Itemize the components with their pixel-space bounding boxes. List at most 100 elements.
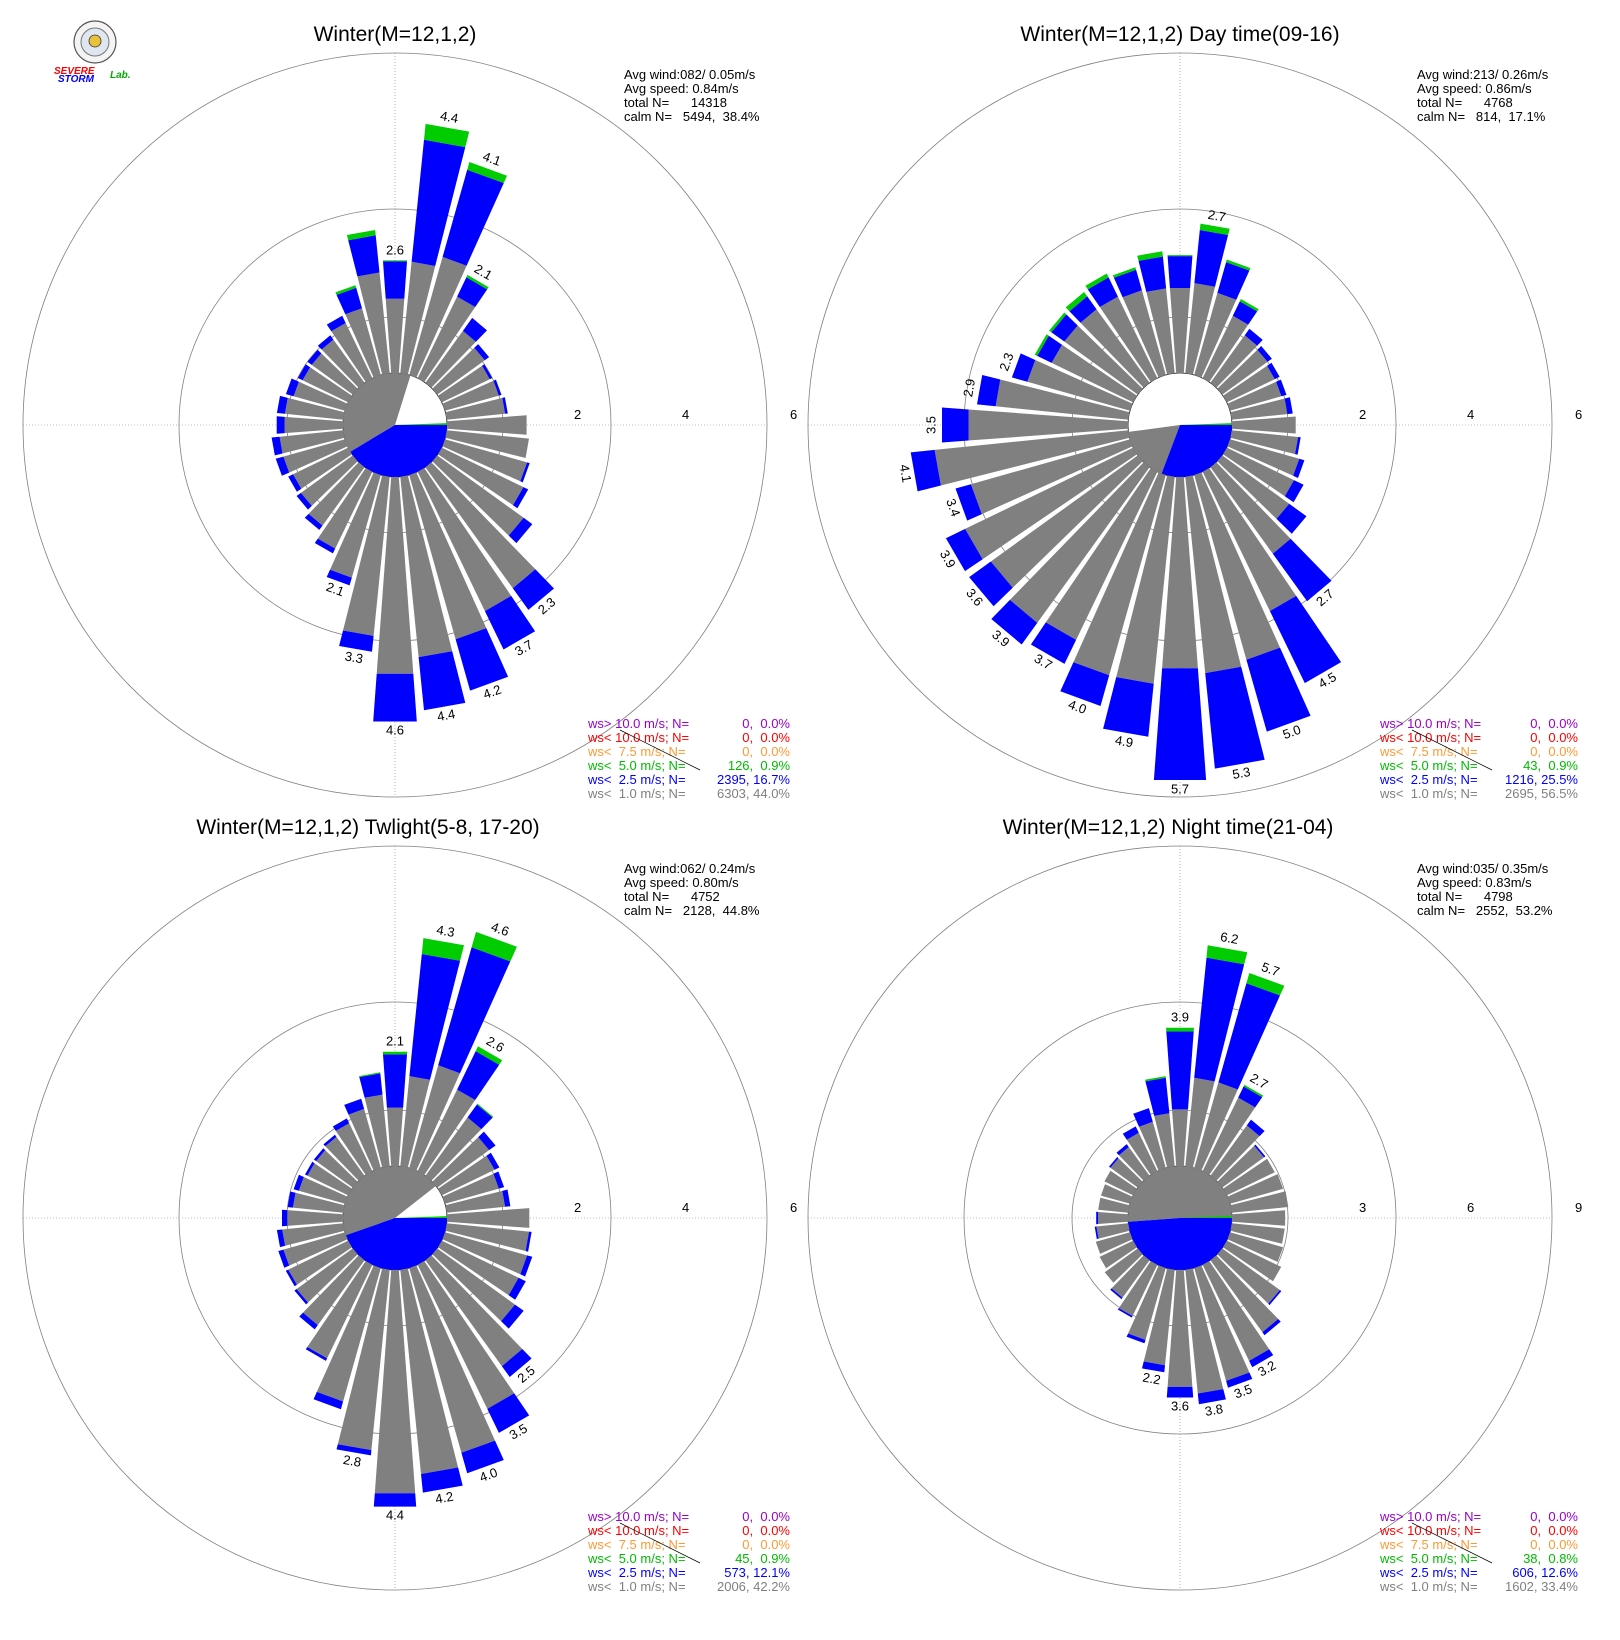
bar-250-blue xyxy=(955,484,982,521)
bar-280-gray xyxy=(292,1192,345,1213)
bar-320-gray xyxy=(325,1136,365,1181)
bar-290-gray xyxy=(298,1177,348,1204)
panel-title: Winter(M=12,1,2) Twlight(5-8, 17-20) xyxy=(196,816,539,839)
bar-220-blue xyxy=(299,1312,318,1330)
panel-winter-all: Winter(M=12,1,2) 2 4 6 2.64.44.12.12.33.… xyxy=(22,23,797,801)
legend-label-lt7-5: ws< 7.5 m/s; N= xyxy=(587,744,686,759)
bar-80-gray xyxy=(445,1190,506,1213)
bar-170-blue xyxy=(1197,1389,1226,1405)
logo-text-a: SEVERE xyxy=(54,66,95,77)
bar-340-blue xyxy=(1133,1108,1153,1127)
bar-110-gray xyxy=(1227,439,1300,476)
bar-label: 3.5 xyxy=(1232,1381,1254,1401)
bar-160-gray xyxy=(1194,1265,1250,1381)
stat-total: total N= 4752 xyxy=(624,889,720,904)
bar-130-blue xyxy=(508,517,533,544)
ring-label-1: 2 xyxy=(574,1200,581,1215)
bar-140-gray xyxy=(1210,1255,1279,1333)
legend-label-lt7-5: ws< 7.5 m/s; N= xyxy=(1379,744,1478,759)
bar-250-blue xyxy=(275,456,290,476)
bar-label: 2.6 xyxy=(386,242,404,257)
ring-label-1: 2 xyxy=(574,407,581,422)
bar-230-blue xyxy=(296,492,312,510)
bar-70-blue xyxy=(1276,379,1287,397)
bar-310-blue xyxy=(313,1148,326,1162)
bar-30-gray xyxy=(417,1089,476,1175)
bar-330-gray xyxy=(331,323,373,382)
bar-120-blue xyxy=(1284,480,1304,503)
legend-value-lt2-5: 2395, 16.7% xyxy=(717,772,790,787)
bar-160-blue xyxy=(1226,1372,1253,1388)
speed-legend: ws> 10.0 m/s; N= 0, 0.0% ws< 10.0 m/s; N… xyxy=(1379,716,1578,801)
bar-150-blue xyxy=(1269,595,1342,684)
bar-280-blue xyxy=(287,1191,296,1208)
bar-180-blue xyxy=(373,673,417,722)
bar-20-gray xyxy=(409,256,467,378)
legend-value-gt10: 0, 0.0% xyxy=(742,716,790,731)
bar-330-blue xyxy=(332,1118,350,1131)
bar-280-blue xyxy=(977,375,1001,407)
bar-50-gray xyxy=(1217,349,1268,395)
bar-40-blue xyxy=(462,317,487,342)
bar-label: 4.2 xyxy=(481,682,503,702)
bar-260-gray xyxy=(934,430,1130,486)
bar-190-gray xyxy=(1143,1268,1175,1366)
bar-180-gray xyxy=(376,476,414,674)
bar-340-gray xyxy=(1122,290,1166,378)
legend-slash xyxy=(619,1522,701,1564)
ring-label-3: 6 xyxy=(790,1200,797,1215)
bar-170-gray xyxy=(1185,475,1242,674)
logo-text-c: Lab. xyxy=(110,70,131,81)
bar-20-blue xyxy=(1218,983,1280,1090)
legend-label-lt7-5: ws< 7.5 m/s; N= xyxy=(587,1537,686,1552)
bar-90-gray xyxy=(446,415,527,435)
bar-150-blue xyxy=(487,1393,530,1433)
legend-label-gt10: ws> 10.0 m/s; N= xyxy=(1379,716,1481,731)
calm-blue-sector xyxy=(1128,1218,1232,1270)
bar-100-gray xyxy=(1230,430,1299,455)
stat-total: total N= 4798 xyxy=(1417,889,1513,904)
legend-value-lt1: 2695, 56.5% xyxy=(1505,786,1578,801)
legend-label-lt1: ws< 1.0 m/s; N= xyxy=(587,1579,686,1594)
bar-320-blue xyxy=(1069,296,1097,323)
bar-20-gray xyxy=(1194,1082,1238,1171)
legend-value-lt1: 1602, 33.4% xyxy=(1505,1579,1578,1594)
bar-300-gray xyxy=(307,1163,352,1196)
panel-title: Winter(M=12,1,2) Day time(09-16) xyxy=(1020,23,1339,46)
legend-label-lt10: ws< 10.0 m/s; N= xyxy=(587,730,689,745)
bar-20-gray xyxy=(1194,292,1237,378)
bar-190-gray xyxy=(1116,475,1175,684)
legend-label-lt10: ws< 10.0 m/s; N= xyxy=(587,1523,689,1538)
bar-340-blue xyxy=(336,287,362,315)
bar-300-gray xyxy=(1051,344,1137,403)
bar-90-gray xyxy=(1231,1210,1286,1226)
bar-40-gray xyxy=(1210,1125,1260,1181)
bar-20-green xyxy=(1246,973,1285,996)
legend-value-lt10: 0, 0.0% xyxy=(742,730,790,745)
legend-value-gt10: 0, 0.0% xyxy=(1530,716,1578,731)
bar-290-blue xyxy=(1011,353,1036,382)
bar-340-blue xyxy=(344,1098,365,1115)
bar-190-blue xyxy=(336,1444,372,1456)
bar-160-blue xyxy=(1246,647,1311,732)
legend-value-lt5: 38, 0.8% xyxy=(1523,1551,1578,1566)
bar-110-gray xyxy=(442,1232,528,1275)
bar-290-blue xyxy=(285,378,299,397)
bar-130-gray xyxy=(432,455,524,536)
bar-50-gray xyxy=(432,1137,490,1188)
bar-340-green xyxy=(335,285,357,295)
bar-290-gray xyxy=(1027,360,1133,411)
legend-value-lt7-5: 0, 0.0% xyxy=(742,1537,790,1552)
bar-110-blue xyxy=(520,462,530,483)
bar-10-green xyxy=(424,123,470,148)
bar-320-gray xyxy=(1080,309,1150,388)
bar-label: 3.9 xyxy=(1171,1010,1189,1025)
bar-200-gray xyxy=(1128,1265,1166,1340)
bar-180-gray xyxy=(1167,1269,1193,1387)
bar-0-blue xyxy=(1166,1031,1194,1110)
bar-250-gray xyxy=(283,1232,348,1266)
bar-260-blue xyxy=(271,436,283,456)
bar-160-gray xyxy=(1194,472,1280,660)
bar-label: 3.3 xyxy=(344,648,364,666)
bar-10-blue xyxy=(1194,230,1229,287)
